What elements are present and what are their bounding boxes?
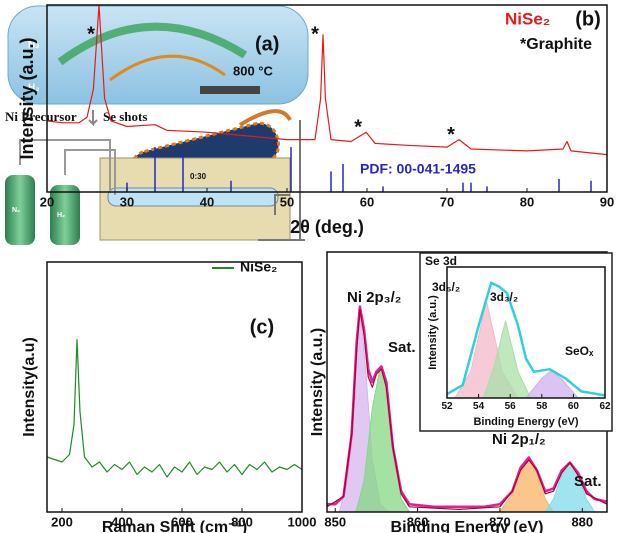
x-tick-label: 62 (599, 401, 611, 412)
axes-frame (47, 262, 302, 512)
y-axis-label: Intensity (a.u.) (309, 328, 326, 436)
temperature: 800 °C (233, 63, 274, 78)
x-tick-label: 56 (505, 401, 517, 412)
peak-marker: * (87, 23, 95, 45)
peak-marker: * (447, 124, 455, 146)
x-tick-label: 90 (600, 194, 614, 209)
annotation: Ni 2p₁/₂ (492, 431, 546, 448)
x-tick-label: 52 (441, 401, 453, 412)
annotation: SeOₓ (565, 344, 594, 358)
x-tick-label: 1000 (288, 514, 317, 529)
annotation: 3d₃/₂ (490, 290, 518, 304)
arrow (89, 110, 97, 124)
arrow (240, 111, 290, 125)
x-tick-label: 50 (280, 194, 294, 209)
x-tick-label: 80 (520, 194, 534, 209)
tank-label: H₂ (57, 212, 65, 219)
x-tick-label: 54 (473, 401, 485, 412)
panel-label: (c) (250, 316, 274, 338)
annotation: Ni 2p₃/₂ (347, 289, 401, 306)
x-tick-label: 70 (440, 194, 454, 209)
x-tick-label: 20 (40, 194, 54, 209)
y-axis-label: Intensity (a.u.) (427, 295, 439, 370)
y-axis-label: Intensity(a.u) (21, 337, 38, 437)
x-axis-label: Binding Energy (eV) (391, 519, 544, 533)
annotation: *Graphite (520, 36, 592, 53)
annotation: Sat. (574, 473, 602, 490)
plot (47, 340, 302, 478)
peak-area (500, 457, 554, 512)
panel-label: (b) (575, 8, 601, 30)
tank-label: N₂ (12, 207, 20, 214)
figure: N₂ H₂ (a) 800 °C Ni Precursor Se shots 0… (0, 0, 617, 533)
annotation: 3d₅/₂ (432, 280, 460, 294)
x-tick-label: 40 (200, 194, 214, 209)
peak-marker: * (311, 23, 319, 45)
x-axis-label: Binding Energy (eV) (473, 416, 578, 428)
spectrum (47, 340, 302, 478)
x-tick-label: 880 (571, 514, 593, 529)
x-tick-label: 58 (536, 401, 548, 412)
x-tick-label: 850 (324, 514, 346, 529)
x-tick-label: 200 (51, 514, 73, 529)
timer: 0:30 (190, 172, 207, 181)
boat (200, 86, 260, 94)
legend-label: NiSe₂ (240, 259, 277, 275)
x-tick-label: 60 (568, 401, 580, 412)
annotation: Sat. (388, 339, 416, 356)
annotation: Se 3d (425, 254, 457, 268)
series-label: PDF: 00-041-1495 (360, 161, 476, 177)
x-tick-label: 30 (120, 194, 134, 209)
x-axis-label: 2θ (deg.) (290, 217, 364, 237)
panel-label: (a) (255, 33, 279, 55)
x-axis-label: Raman Shift (cm⁻¹) (102, 519, 247, 533)
series-label: NiSe₂ (505, 9, 550, 28)
peak-marker: * (354, 116, 362, 138)
x-tick-label: 60 (360, 194, 374, 209)
y-axis-label: Intensity (a.u.) (17, 37, 37, 159)
